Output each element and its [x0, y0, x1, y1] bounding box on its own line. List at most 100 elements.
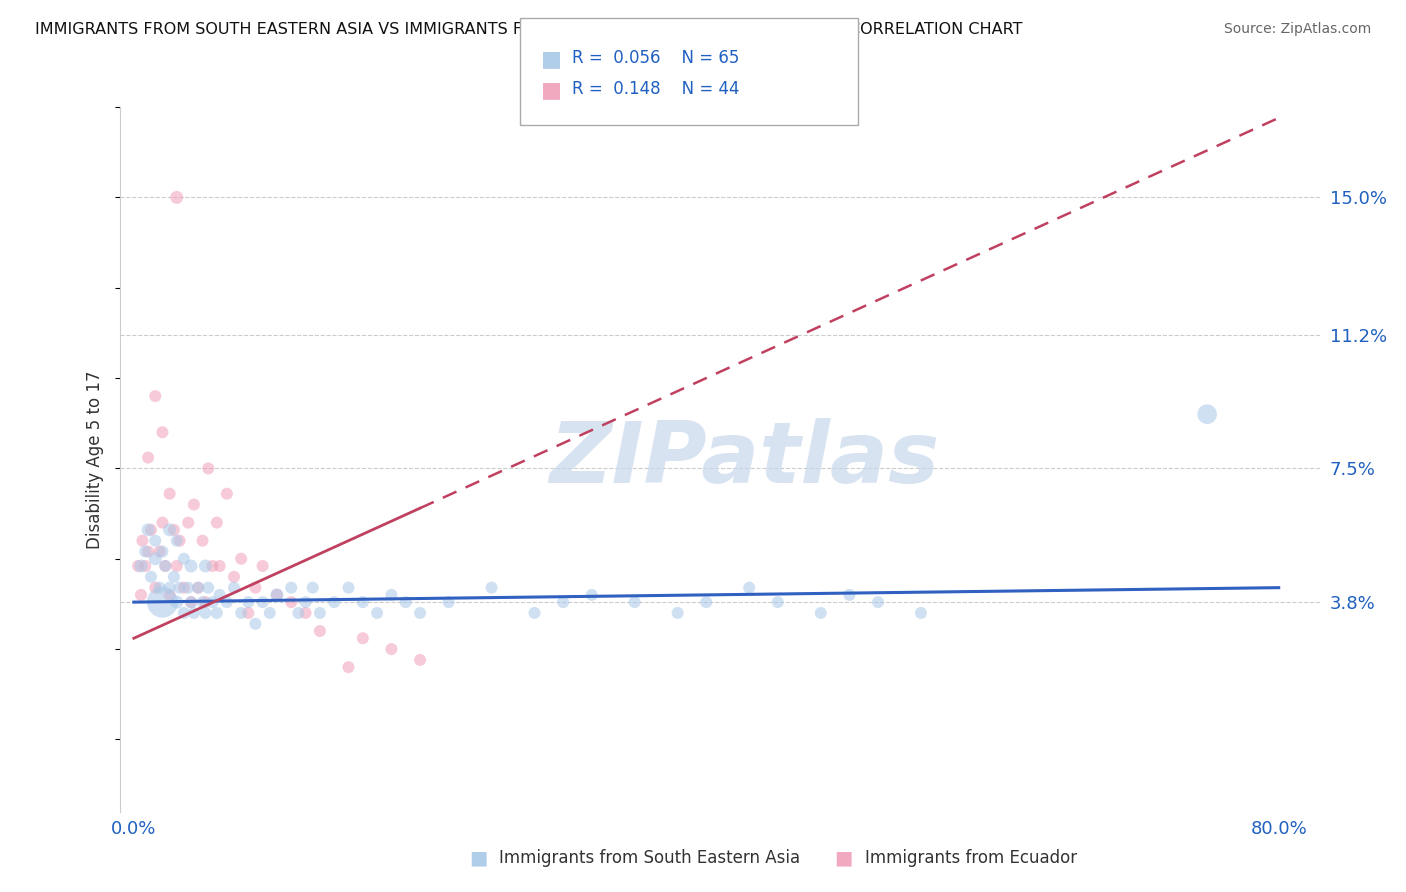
Point	[152, 425, 174, 440]
Point	[180, 559, 202, 574]
Point	[136, 450, 159, 465]
Point	[581, 588, 603, 602]
Point	[201, 595, 224, 609]
Point	[143, 581, 166, 595]
Point	[766, 595, 789, 609]
Point	[149, 581, 172, 595]
Point	[187, 581, 209, 595]
Point	[139, 523, 162, 537]
Point	[166, 190, 188, 204]
Point	[352, 595, 374, 609]
Point	[143, 551, 166, 566]
Point	[197, 461, 219, 475]
Point	[738, 581, 761, 595]
Point	[163, 570, 186, 584]
Text: ■: ■	[834, 848, 853, 867]
Point	[136, 523, 159, 537]
Point	[309, 606, 332, 620]
Point	[143, 533, 166, 548]
Point	[201, 559, 224, 574]
Point	[245, 616, 267, 631]
Point	[191, 533, 214, 548]
Point	[139, 570, 162, 584]
Text: IMMIGRANTS FROM SOUTH EASTERN ASIA VS IMMIGRANTS FROM ECUADOR DISABILITY AGE 5 T: IMMIGRANTS FROM SOUTH EASTERN ASIA VS IM…	[35, 22, 1022, 37]
Point	[159, 581, 181, 595]
Point	[266, 588, 288, 602]
Text: R =  0.056    N = 65: R = 0.056 N = 65	[572, 49, 740, 67]
Point	[194, 606, 217, 620]
Text: ZIPatlas: ZIPatlas	[550, 417, 939, 501]
Point	[127, 559, 149, 574]
Point	[866, 595, 889, 609]
Point	[287, 606, 309, 620]
Point	[129, 559, 152, 574]
Point	[301, 581, 323, 595]
Text: Source: ZipAtlas.com: Source: ZipAtlas.com	[1223, 22, 1371, 37]
Point	[352, 632, 374, 646]
Point	[159, 588, 181, 602]
Point	[191, 595, 214, 609]
Point	[366, 606, 388, 620]
Point	[280, 595, 302, 609]
Point	[252, 559, 274, 574]
Text: Immigrants from Ecuador: Immigrants from Ecuador	[865, 849, 1077, 867]
Point	[238, 606, 260, 620]
Point	[197, 581, 219, 595]
Text: ■: ■	[541, 80, 562, 100]
Point	[163, 523, 186, 537]
Point	[173, 551, 195, 566]
Point	[166, 595, 188, 609]
Point	[810, 606, 832, 620]
Point	[409, 653, 432, 667]
Point	[194, 559, 217, 574]
Point	[166, 533, 188, 548]
Point	[238, 595, 260, 609]
Point	[523, 606, 546, 620]
Point	[152, 544, 174, 558]
Point	[309, 624, 332, 638]
Point	[183, 498, 205, 512]
Point	[173, 581, 195, 595]
Point	[553, 595, 575, 609]
Point	[155, 559, 177, 574]
Point	[205, 606, 228, 620]
Point	[337, 581, 360, 595]
Point	[231, 551, 253, 566]
Point	[173, 606, 195, 620]
Point	[280, 581, 302, 595]
Point	[194, 595, 217, 609]
Point	[252, 595, 274, 609]
Y-axis label: Disability Age 5 to 17: Disability Age 5 to 17	[86, 370, 104, 549]
Text: Immigrants from South Eastern Asia: Immigrants from South Eastern Asia	[499, 849, 800, 867]
Point	[215, 595, 238, 609]
Point	[159, 523, 181, 537]
Point	[134, 559, 156, 574]
Point	[838, 588, 860, 602]
Point	[215, 486, 238, 500]
Point	[409, 606, 432, 620]
Text: ■: ■	[541, 49, 562, 69]
Point	[266, 588, 288, 602]
Point	[380, 642, 402, 657]
Point	[169, 581, 191, 595]
Point	[149, 544, 172, 558]
Point	[152, 516, 174, 530]
Point	[152, 595, 174, 609]
Point	[337, 660, 360, 674]
Point	[380, 588, 402, 602]
Point	[169, 533, 191, 548]
Point	[437, 595, 460, 609]
Point	[205, 516, 228, 530]
Point	[136, 544, 159, 558]
Point	[481, 581, 503, 595]
Point	[208, 559, 231, 574]
Point	[143, 389, 166, 403]
Point	[183, 606, 205, 620]
Point	[259, 606, 281, 620]
Point	[222, 581, 245, 595]
Point	[294, 606, 316, 620]
Point	[294, 595, 316, 609]
Point	[395, 595, 418, 609]
Point	[177, 516, 200, 530]
Point	[231, 606, 253, 620]
